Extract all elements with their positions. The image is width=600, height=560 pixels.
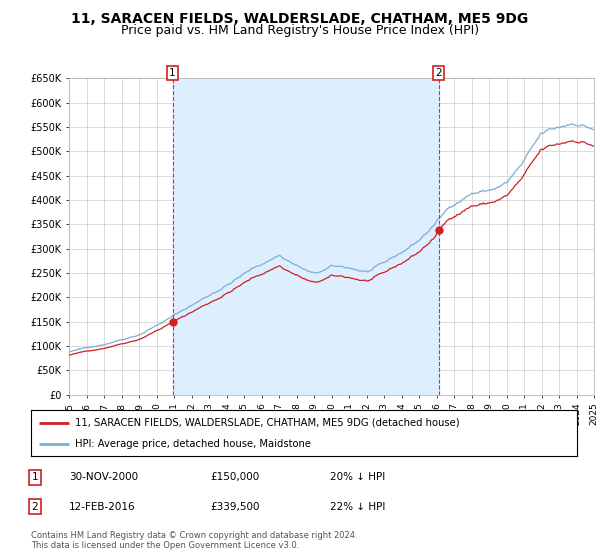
Text: 30-NOV-2000: 30-NOV-2000 [69, 472, 138, 482]
Text: 20% ↓ HPI: 20% ↓ HPI [330, 472, 385, 482]
Bar [173, 78, 439, 395]
Text: 22% ↓ HPI: 22% ↓ HPI [330, 502, 385, 512]
Text: 12-FEB-2016: 12-FEB-2016 [69, 502, 136, 512]
Text: 1: 1 [169, 68, 176, 78]
Text: £339,500: £339,500 [210, 502, 260, 512]
Text: 2: 2 [435, 68, 442, 78]
Text: 11, SARACEN FIELDS, WALDERSLADE, CHATHAM, ME5 9DG: 11, SARACEN FIELDS, WALDERSLADE, CHATHAM… [71, 12, 529, 26]
Text: Contains HM Land Registry data © Crown copyright and database right 2024.
This d: Contains HM Land Registry data © Crown c… [31, 531, 358, 550]
Text: £150,000: £150,000 [210, 472, 259, 482]
Text: HPI: Average price, detached house, Maidstone: HPI: Average price, detached house, Maid… [75, 439, 311, 449]
Text: 1: 1 [31, 472, 38, 482]
Text: 2: 2 [31, 502, 38, 512]
Text: 11, SARACEN FIELDS, WALDERSLADE, CHATHAM, ME5 9DG (detached house): 11, SARACEN FIELDS, WALDERSLADE, CHATHAM… [75, 418, 460, 428]
Text: Price paid vs. HM Land Registry's House Price Index (HPI): Price paid vs. HM Land Registry's House … [121, 24, 479, 36]
